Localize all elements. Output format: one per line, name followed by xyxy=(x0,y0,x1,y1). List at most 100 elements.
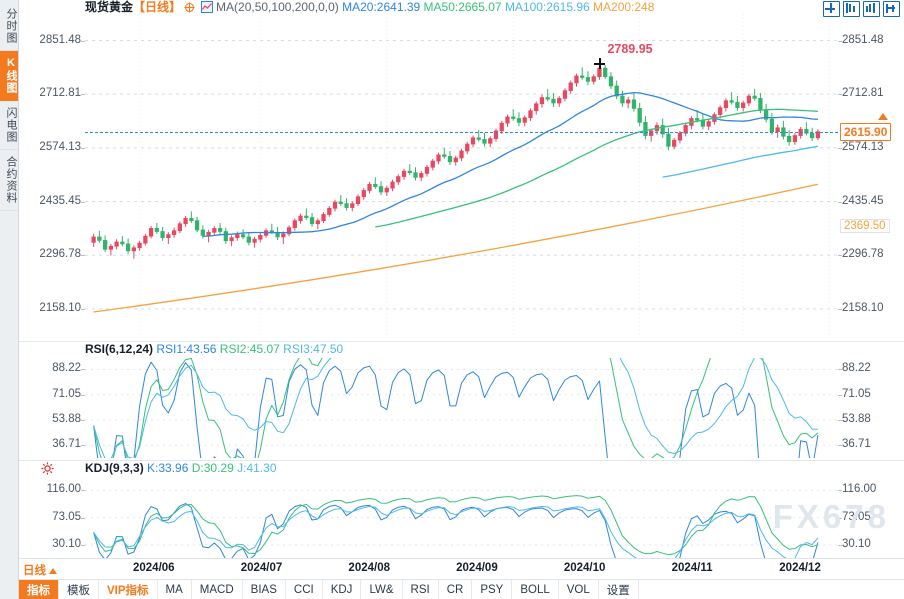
axis-tick xyxy=(838,40,842,42)
kdj-legend: KDJ(9,3,3) K:33.96 D:30.29 J:41.30 xyxy=(85,461,277,476)
caret-up-icon xyxy=(49,568,57,574)
period-selector[interactable]: 日线 xyxy=(23,562,57,578)
crosshair-tool-icon[interactable] xyxy=(823,1,840,17)
axis-tick-label: 2574.13 xyxy=(842,140,884,153)
axis-tick xyxy=(81,94,85,96)
axis-tick xyxy=(838,419,842,421)
align-left-tool-icon[interactable] xyxy=(843,1,860,17)
axis-tick xyxy=(838,308,842,310)
axis-tick xyxy=(838,147,842,149)
rsi1-value: RSI1:43.56 xyxy=(156,342,217,356)
date-axis-label: 2024/10 xyxy=(563,562,606,574)
axis-tick-label: 2851.48 xyxy=(842,33,884,46)
price-panel: 现货黄金【日线】 MA(20,50,100,200,0,0) MA20:2641.… xyxy=(19,0,904,340)
indicator-chart-icon[interactable] xyxy=(201,1,214,17)
axis-tick xyxy=(838,201,842,203)
rsi2-value: RSI2:45.07 xyxy=(219,342,280,356)
axis-tick xyxy=(838,94,842,96)
expand-tool-icon[interactable] xyxy=(883,1,900,17)
price-axis-right[interactable]: 2851.48 2712.81 2574.13 2435.45 2296.78 2158.… xyxy=(838,0,904,340)
toolbar-item-item0[interactable]: 指标 xyxy=(19,580,59,599)
toolbar-item-bias[interactable]: BIAS xyxy=(243,580,286,599)
kdj-panel: KDJ(9,3,3) K:33.96 D:30.29 J:41.30 116.0… xyxy=(19,460,904,561)
kdj-k-value: K:33.96 xyxy=(147,461,189,475)
axis-tick xyxy=(838,517,842,519)
price-axis-left: 2851.48 2712.81 2574.13 2435.45 2296.78 2158.… xyxy=(19,0,85,340)
axis-tick-label: 2712.81 xyxy=(842,87,884,100)
chart-tool-buttons xyxy=(823,1,900,17)
kdj-axis-left: 116.00 73.05 30.10 xyxy=(19,461,85,561)
toolbar-item-macd[interactable]: MACD xyxy=(192,580,243,599)
toolbar-item-vip[interactable]: VIP指标 xyxy=(99,580,158,599)
axis-tick xyxy=(838,445,842,447)
rsi3-value: RSI3:47.50 xyxy=(283,342,344,356)
indicator-settings-sun-icon[interactable] xyxy=(41,462,54,475)
axis-tick xyxy=(838,394,842,396)
axis-tick-label: 2435.45 xyxy=(39,194,81,207)
axis-tick-label: 2296.78 xyxy=(39,248,81,261)
current-price-line xyxy=(85,131,838,133)
price-plot[interactable]: 2789.95 xyxy=(85,14,838,336)
chart-main: 现货黄金【日线】 MA(20,50,100,200,0,0) MA20:2641.… xyxy=(19,0,904,599)
kdj-j-value: J:41.30 xyxy=(237,461,277,475)
kdj-d-value: D:30.29 xyxy=(191,461,234,475)
period-label: 【日线】 xyxy=(133,0,182,14)
crosshair-circle-icon[interactable] xyxy=(184,2,195,17)
axis-tick-label: 71.05 xyxy=(52,387,81,400)
axis-tick xyxy=(81,369,85,371)
date-axis-label: 2024/07 xyxy=(240,562,283,574)
ma-params: MA(20,50,100,200,0,0) xyxy=(216,0,339,14)
axis-tick xyxy=(81,394,85,396)
axis-tick-label: 30.10 xyxy=(52,537,81,550)
period-selector-label: 日线 xyxy=(23,565,46,577)
toolbar-item-item1[interactable]: 模板 xyxy=(59,580,99,599)
axis-tick-label: 2435.45 xyxy=(842,194,884,207)
price-legend: 现货黄金【日线】 MA(20,50,100,200,0,0) MA20:2641.… xyxy=(85,0,654,15)
sidebar-item-contract-info[interactable]: 合约资料 xyxy=(0,150,18,211)
reference-price-tag[interactable]: 2369.50 xyxy=(840,219,890,234)
axis-tick xyxy=(81,40,85,42)
date-axis-label: 2024/11 xyxy=(671,562,713,574)
axis-tick-label: 2158.10 xyxy=(39,301,81,314)
axis-tick-label: 88.22 xyxy=(52,362,81,375)
rsi-plot[interactable] xyxy=(85,358,838,458)
date-axis-label: 2024/09 xyxy=(456,562,498,574)
ma50-value: MA50:2665.07 xyxy=(423,0,502,14)
sidebar-item-candlestick-chart[interactable]: K线图 xyxy=(0,51,18,101)
axis-tick xyxy=(81,147,85,149)
current-price-tag[interactable]: 2615.90 xyxy=(840,122,892,141)
sidebar-item-timeline-chart[interactable]: 分时图 xyxy=(0,2,18,51)
toolbar-item-psy[interactable]: PSY xyxy=(472,580,513,599)
toolbar-item-item14[interactable]: 设置 xyxy=(599,580,639,599)
rsi-axis-left: 88.22 71.05 53.88 36.71 xyxy=(19,342,85,460)
toolbar-item-cci[interactable]: CCI xyxy=(286,580,323,599)
kdj-axis-right: 116.00 73.05 30.10 xyxy=(838,461,904,561)
axis-tick xyxy=(81,445,85,447)
toolbar-item-vol[interactable]: VOL xyxy=(559,580,599,599)
toolbar-item-boll[interactable]: BOLL xyxy=(512,580,559,599)
toolbar-item-ma[interactable]: MA xyxy=(158,580,192,599)
date-axis: 日线 2024/06 2024/07 2024/08 2024/09 2024/10 20… xyxy=(19,558,904,579)
kdj-plot[interactable] xyxy=(85,477,838,559)
sidebar-item-lightning-chart[interactable]: 闪电图 xyxy=(0,101,18,150)
axis-tick xyxy=(81,419,85,421)
toolbar-item-lw[interactable]: LW& xyxy=(361,580,403,599)
view-mode-rail: 分时图 K线图 闪电图 合约资料 xyxy=(0,0,19,599)
toolbar-item-rsi[interactable]: RSI xyxy=(403,580,439,599)
axis-tick xyxy=(838,490,842,492)
align-right-tool-icon[interactable] xyxy=(863,1,880,17)
axis-tick-label: 2296.78 xyxy=(842,248,884,261)
toolbar-item-kdj[interactable]: KDJ xyxy=(323,580,362,599)
peak-crosshair-marker xyxy=(594,58,606,70)
toolbar-spacer xyxy=(639,580,904,599)
axis-tick xyxy=(838,544,842,546)
axis-tick xyxy=(81,308,85,310)
axis-tick-label: 2851.48 xyxy=(39,33,81,46)
toolbar-item-cr[interactable]: CR xyxy=(439,580,473,599)
axis-tick-label: 53.88 xyxy=(842,412,871,425)
axis-tick xyxy=(81,255,85,257)
price-up-arrow-icon xyxy=(878,112,888,120)
rsi-panel: RSI(6,12,24) RSI1:43.56 RSI2:45.07 RSI3:… xyxy=(19,341,904,460)
rsi-legend: RSI(6,12,24) RSI1:43.56 RSI2:45.07 RSI3:… xyxy=(85,342,343,357)
